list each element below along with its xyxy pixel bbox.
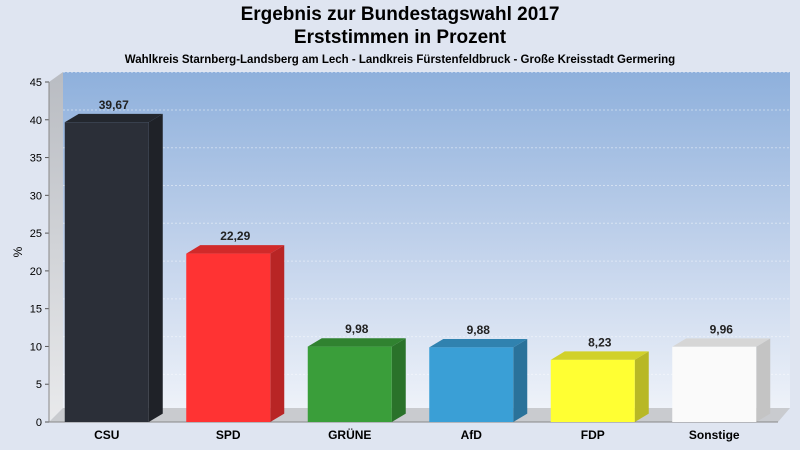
x-tick-label: AfD — [461, 428, 483, 442]
x-tick-label: GRÜNE — [328, 427, 371, 442]
data-label: 22,29 — [220, 229, 250, 243]
bar-top — [186, 245, 285, 254]
y-tick-label: 35 — [30, 153, 42, 165]
bar-side — [634, 351, 649, 422]
chart-caption: Wahlkreis Starnberg-Landsberg am Lech - … — [124, 54, 676, 66]
y-axis-label: % — [11, 246, 25, 257]
y-tick-label: 0 — [36, 417, 42, 429]
bar-top — [64, 113, 163, 123]
x-tick-label: SPD — [216, 428, 241, 442]
data-label: 9,96 — [710, 322, 734, 336]
bar-side — [391, 338, 406, 422]
y-tick-label: 25 — [30, 228, 42, 240]
y-tick-label: 20 — [30, 266, 42, 278]
bar-fdp — [550, 359, 635, 422]
bar-grüne — [307, 346, 392, 422]
bar-spd — [186, 253, 271, 422]
y-tick-label: 15 — [30, 304, 42, 316]
chart-title: Ergebnis zur Bundestagswahl 2017 — [240, 4, 560, 25]
bar-top — [307, 338, 406, 347]
y-tick-label: 30 — [30, 190, 42, 202]
data-label: 9,98 — [345, 322, 369, 336]
x-tick-label: Sonstige — [689, 428, 740, 442]
bar-top — [429, 338, 528, 348]
data-label: 39,67 — [99, 98, 129, 112]
x-tick-label: FDP — [581, 428, 605, 442]
bar-top — [672, 338, 771, 347]
plot-side-wall — [49, 72, 63, 422]
data-label: 8,23 — [588, 335, 612, 349]
bar-side — [513, 338, 528, 422]
y-tick-label: 45 — [30, 77, 42, 89]
y-tick-label: 10 — [30, 341, 42, 353]
bar-afd — [429, 347, 514, 422]
bar-csu — [64, 122, 149, 422]
y-tick-label: 5 — [36, 379, 42, 391]
bar-side — [270, 245, 285, 422]
y-tick-label: 40 — [30, 115, 42, 127]
bar-sonstige — [672, 346, 757, 422]
bar-side — [148, 113, 163, 423]
bar-top — [550, 351, 649, 360]
data-label: 9,88 — [467, 323, 491, 337]
chart-subtitle: Erststimmen in Prozent — [293, 27, 507, 48]
x-tick-label: CSU — [94, 428, 119, 442]
plot-background — [63, 72, 790, 408]
bar-side — [756, 338, 771, 422]
